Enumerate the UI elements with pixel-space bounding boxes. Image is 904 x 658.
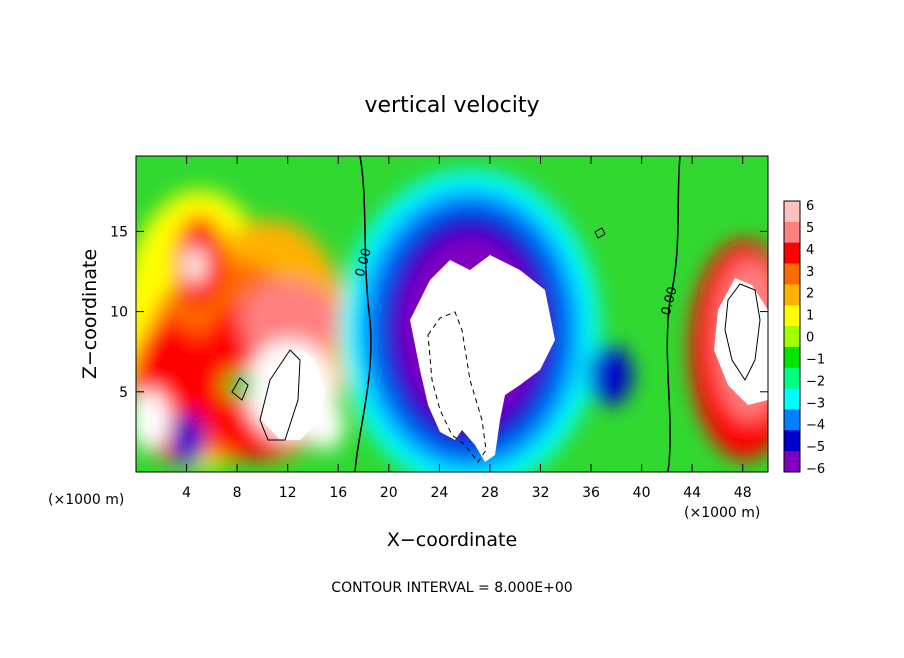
- y-axis: 5 10 15: [110, 224, 768, 401]
- colorbar-swatch: [784, 326, 800, 348]
- colorbar-label: 1: [806, 309, 814, 324]
- x-axis: 4 8 12 16 20 24 28 32 36 40 44 48: [182, 156, 752, 501]
- contour-label: 0.00: [353, 247, 375, 279]
- x-axis-label: X−coordinate: [387, 529, 517, 551]
- colorbar-swatch: [784, 263, 800, 285]
- colorbar-label: −3: [806, 396, 825, 411]
- colorbar-swatch: [784, 305, 800, 327]
- x-tick-label: 44: [683, 485, 701, 501]
- colorbar-swatch: [784, 430, 800, 452]
- plot-frame: [135, 155, 769, 473]
- contour-label: 0.00: [659, 285, 681, 317]
- x-tick-label: 8: [233, 485, 242, 501]
- y-axis-label: Z−coordinate: [79, 249, 101, 379]
- colorbar-frame: [783, 200, 801, 473]
- colorbar-label: −2: [806, 374, 825, 389]
- colorbar-swatch: [784, 201, 800, 223]
- colorbar-label: −6: [806, 462, 825, 477]
- colorbar-label: 4: [806, 243, 814, 258]
- x-tick-label: 12: [279, 485, 297, 501]
- colorbar-swatch: [784, 409, 800, 431]
- colorbar-label: −4: [806, 418, 825, 433]
- x-tick-label: 16: [329, 485, 347, 501]
- colorbar-swatch: [784, 346, 800, 369]
- colorbar-swatch: [784, 221, 800, 244]
- x-tick-label: 36: [582, 485, 600, 501]
- colorbar-swatch: [784, 284, 800, 306]
- x-unit-right: (×1000 m): [684, 505, 760, 521]
- x-tick-label: 24: [430, 485, 448, 501]
- chart-title: vertical velocity: [364, 93, 539, 118]
- heatmap-field: [136, 156, 768, 472]
- x-tick-label: 20: [380, 485, 398, 501]
- x-tick-label: 4: [182, 485, 191, 501]
- colorbar-label: 0: [806, 331, 814, 346]
- contour-interval-note: CONTOUR INTERVAL = 8.000E+00: [331, 580, 572, 596]
- x-tick-label: 32: [532, 485, 550, 501]
- contour-label-group: 0.00 0.00: [353, 247, 681, 317]
- colorbar-label: 5: [806, 221, 814, 236]
- colorbar-label: 3: [806, 265, 814, 280]
- colorbar-label: 2: [806, 287, 814, 302]
- x-tick-label: 48: [734, 485, 752, 501]
- colorbar-label: −5: [806, 440, 825, 455]
- colorbar-swatch: [784, 242, 800, 265]
- colorbar: 6 5 4 3 2 1 0 −1 −2 −3 −4 −5 −6: [783, 199, 825, 477]
- x-unit-left: (×1000 m): [48, 492, 124, 508]
- y-tick-label: 5: [119, 385, 128, 401]
- colorbar-swatch: [784, 367, 800, 390]
- colorbar-label: −1: [806, 352, 825, 367]
- y-tick-label: 10: [110, 305, 128, 321]
- colorbar-swatch: [784, 451, 800, 473]
- x-tick-label: 28: [481, 485, 499, 501]
- y-tick-label: 15: [110, 224, 128, 240]
- colorbar-label: 6: [806, 199, 814, 214]
- x-tick-label: 40: [633, 485, 651, 501]
- colorbar-swatch: [784, 388, 800, 410]
